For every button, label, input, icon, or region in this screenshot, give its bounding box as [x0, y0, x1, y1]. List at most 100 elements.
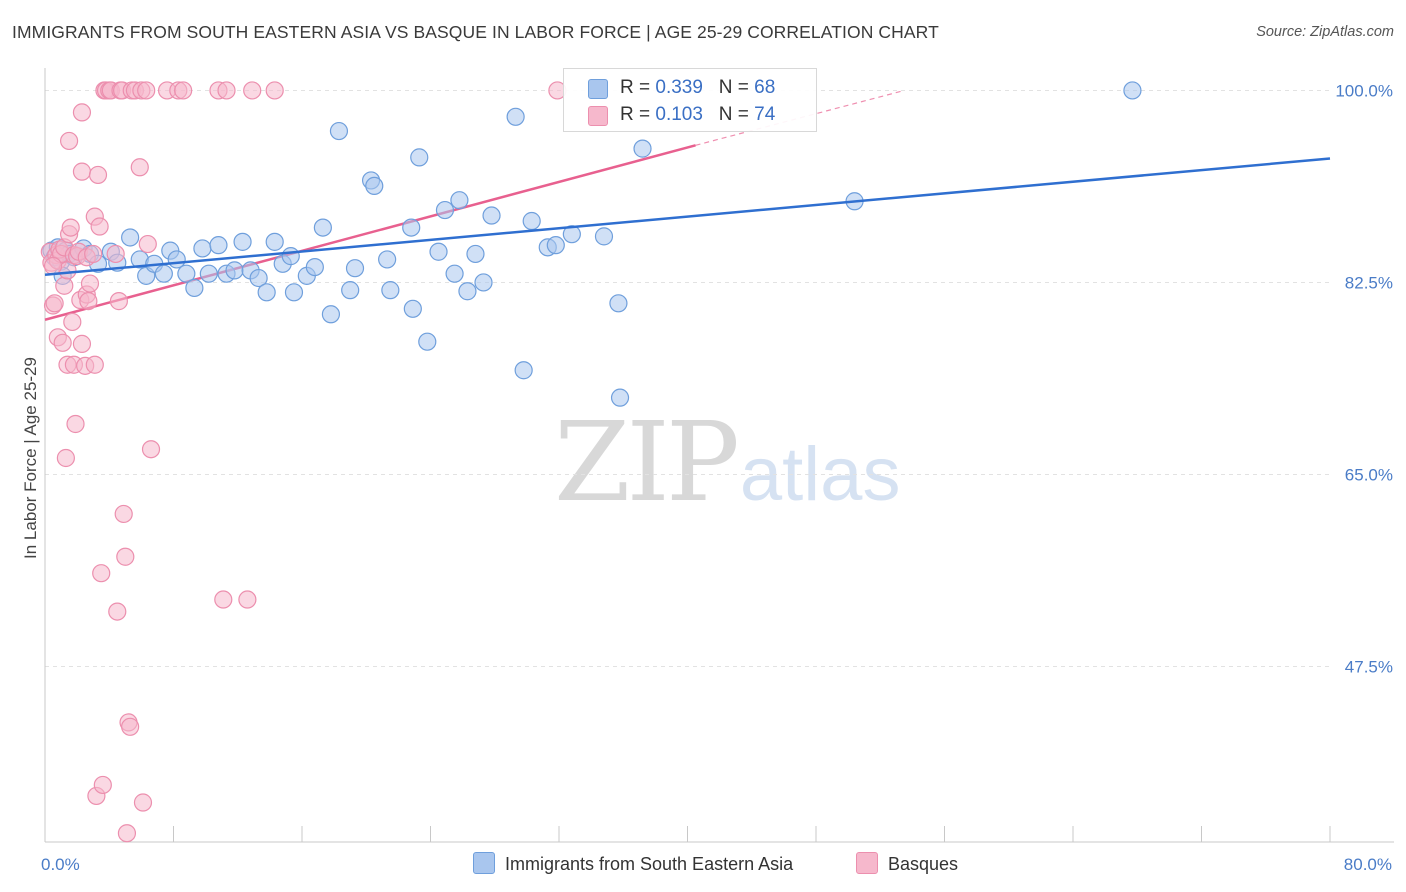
legend-swatch-basques: [856, 852, 878, 874]
data-point-immigrants: [522, 211, 541, 231]
n-value-immigrants: 68: [754, 77, 776, 98]
data-point-immigrants: [225, 261, 244, 280]
watermark: ZIPatlas: [554, 398, 900, 526]
data-point-basques: [141, 440, 161, 459]
data-point-immigrants: [402, 218, 421, 237]
data-point-basques: [90, 217, 109, 236]
data-point-immigrants: [365, 176, 384, 196]
axes: [44, 68, 1394, 843]
data-point-basques: [214, 590, 233, 609]
y-tick-label: 100.0%: [1335, 81, 1393, 100]
stats-legend: R = 0.339 N = 68 R = 0.103 N = 74: [563, 68, 817, 132]
data-point-immigrants: [209, 236, 228, 255]
y-axis-label: In Labor Force | Age 25-29: [21, 357, 40, 559]
data-point-immigrants: [199, 264, 218, 283]
legend-item-immigrants[interactable]: Immigrants from South Eastern Asia: [473, 852, 793, 875]
data-point-immigrants: [506, 107, 525, 126]
data-point-basques: [61, 218, 80, 237]
x-tick-label: 0.0%: [41, 855, 80, 874]
stats-row-basques: R = 0.103 N = 74: [564, 102, 816, 128]
data-point-immigrants: [474, 273, 493, 292]
data-point-immigrants: [257, 283, 276, 302]
swatch-immigrants: [588, 79, 608, 99]
source-credit: Source: ZipAtlas.com: [1256, 24, 1394, 40]
data-point-basques: [53, 333, 72, 352]
data-point-basques: [114, 504, 133, 524]
legend-label-basques: Basques: [888, 854, 959, 874]
r-value-basques: 0.103: [655, 104, 703, 125]
data-point-immigrants: [329, 121, 349, 141]
data-point-basques: [137, 81, 156, 100]
data-point-immigrants: [429, 242, 448, 261]
data-point-immigrants: [482, 206, 501, 225]
data-point-immigrants: [435, 200, 455, 220]
data-point-basques: [265, 81, 284, 100]
data-point-immigrants: [1123, 81, 1142, 100]
n-label: N =: [718, 77, 755, 98]
x-tick-label: 80.0%: [1344, 855, 1392, 874]
data-point-immigrants: [633, 139, 652, 158]
data-point-immigrants: [305, 257, 324, 277]
series-immigrants-points: [42, 81, 1142, 407]
data-point-basques: [133, 793, 153, 812]
swatch-basques: [588, 106, 608, 126]
data-point-basques: [79, 292, 98, 311]
data-point-basques: [72, 162, 92, 181]
data-point-immigrants: [418, 332, 437, 351]
legend-swatch-immigrants: [473, 852, 495, 874]
data-point-basques: [217, 81, 236, 100]
legend-item-basques[interactable]: Basques: [856, 852, 958, 875]
data-point-immigrants: [378, 250, 397, 269]
data-point-immigrants: [341, 281, 360, 300]
data-point-immigrants: [321, 305, 341, 324]
data-point-immigrants: [610, 388, 630, 407]
data-point-basques: [116, 547, 135, 566]
tick-labels: 47.5% 65.0% 82.5% 100.0% 0.0% 80.0%: [41, 81, 1393, 874]
data-point-immigrants: [466, 244, 485, 264]
data-point-basques: [80, 274, 100, 293]
data-point-basques: [45, 294, 64, 313]
data-point-basques: [117, 824, 137, 843]
data-point-immigrants: [381, 281, 400, 300]
data-point-immigrants: [410, 148, 429, 167]
data-point-basques: [138, 234, 157, 254]
data-point-basques: [109, 292, 128, 311]
data-point-immigrants: [450, 191, 469, 210]
y-tick-label: 82.5%: [1345, 273, 1393, 292]
data-point-basques: [43, 256, 63, 276]
data-point-immigrants: [177, 264, 196, 283]
data-point-immigrants: [345, 259, 365, 278]
data-point-basques: [243, 81, 262, 100]
n-value-basques: 74: [754, 104, 776, 125]
data-point-immigrants: [193, 239, 212, 258]
series-legend: Immigrants from South Eastern Asia Basqu…: [0, 852, 1406, 878]
data-point-immigrants: [445, 264, 464, 283]
data-point-immigrants: [594, 227, 614, 246]
data-point-immigrants: [284, 283, 304, 302]
data-point-immigrants: [121, 228, 140, 247]
r-label: R =: [620, 77, 656, 98]
stats-row-immigrants: R = 0.339 N = 68: [564, 75, 816, 101]
data-point-immigrants: [313, 218, 332, 237]
data-point-basques: [72, 103, 92, 122]
data-point-basques: [121, 717, 140, 736]
data-point-basques: [66, 414, 85, 434]
data-point-basques: [85, 355, 104, 374]
data-point-immigrants: [249, 268, 268, 288]
trendline-immigrants-group: [44, 157, 1331, 277]
data-point-immigrants: [233, 232, 252, 251]
data-point-basques: [93, 775, 112, 795]
data-point-immigrants: [546, 236, 565, 255]
data-point-basques: [84, 244, 103, 264]
data-point-basques: [92, 564, 111, 583]
data-point-basques: [55, 276, 74, 295]
data-point-basques: [106, 244, 125, 264]
data-point-basques: [59, 131, 79, 151]
data-point-basques: [56, 448, 75, 468]
data-point-immigrants: [609, 294, 628, 313]
data-point-basques: [72, 334, 92, 353]
chart-title: IMMIGRANTS FROM SOUTH EASTERN ASIA VS BA…: [12, 22, 939, 42]
data-point-basques: [238, 590, 257, 609]
y-tick-label: 47.5%: [1345, 657, 1393, 676]
data-point-basques: [63, 312, 82, 332]
